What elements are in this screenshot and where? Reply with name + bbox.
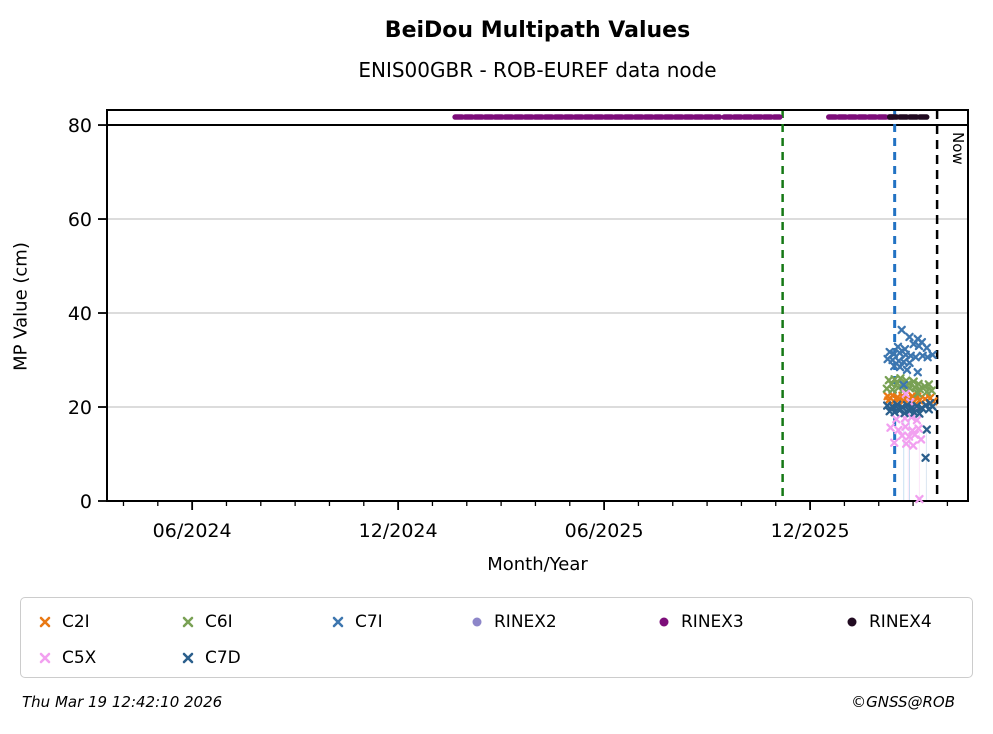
data-point bbox=[905, 332, 914, 342]
y-tick-label: 80 bbox=[68, 115, 92, 137]
data-point bbox=[912, 415, 922, 425]
data-point bbox=[922, 425, 932, 434]
legend-label: C6I bbox=[205, 612, 233, 632]
data-point bbox=[895, 406, 904, 415]
x-tick-label: 06/2025 bbox=[565, 520, 644, 542]
data-point bbox=[922, 387, 932, 397]
chart-canvas: Now 06/2024 12/2024 06/2025 12/2025 0 20 40 60 80 bbox=[68, 109, 969, 542]
y-axis-label: MP Value (cm) bbox=[10, 242, 32, 371]
y-tick-label: 20 bbox=[68, 397, 92, 419]
plot-timestamp: Thu Mar 19 12:42:10 2026 bbox=[22, 693, 223, 711]
data-point bbox=[907, 413, 916, 422]
data-point bbox=[899, 380, 908, 390]
legend-item-c7d: C7D bbox=[180, 645, 241, 671]
c7d-marker-icon bbox=[182, 652, 194, 664]
data-point bbox=[914, 341, 924, 351]
data-point bbox=[902, 365, 912, 375]
rinex3-marker-icon bbox=[659, 617, 669, 627]
legend-label: C2I bbox=[62, 612, 90, 632]
y-tick-label: 0 bbox=[80, 491, 92, 513]
x-tick-label: 06/2024 bbox=[153, 520, 232, 542]
data-point bbox=[915, 409, 924, 418]
data-point bbox=[901, 389, 911, 399]
data-point bbox=[902, 400, 912, 410]
data-point bbox=[924, 405, 934, 414]
c2i-marker-icon bbox=[39, 616, 51, 628]
legend-box: C2I C6I C7I RINEX2 RINEX3 RINEX4 C5X C7D bbox=[20, 597, 973, 678]
data-point bbox=[901, 422, 910, 431]
data-point bbox=[914, 424, 923, 433]
legend-label: C7D bbox=[205, 648, 241, 668]
c5x-marker-icon bbox=[39, 652, 51, 664]
data-point bbox=[915, 384, 925, 394]
data-point bbox=[908, 426, 917, 435]
rinex2-marker-icon bbox=[472, 617, 482, 627]
data-point bbox=[894, 425, 903, 435]
c7i-marker-icon bbox=[332, 616, 344, 628]
data-point bbox=[921, 453, 930, 463]
scatter-series-c7i bbox=[883, 325, 937, 390]
legend-item-rinex3: RINEX3 bbox=[656, 609, 744, 635]
c6i-marker-icon bbox=[182, 616, 194, 628]
data-point bbox=[924, 380, 934, 389]
data-point bbox=[916, 435, 926, 444]
legend-label: C7I bbox=[355, 612, 383, 632]
data-point bbox=[905, 358, 914, 368]
y-tick-label: 60 bbox=[68, 209, 92, 231]
legend-label: RINEX4 bbox=[869, 612, 932, 632]
data-point bbox=[885, 347, 894, 357]
copyright-credit: ©GNSS@ROB bbox=[851, 693, 955, 711]
data-point bbox=[913, 367, 922, 377]
legend-label: RINEX3 bbox=[681, 612, 744, 632]
legend-label: C5X bbox=[62, 648, 97, 668]
data-point bbox=[895, 348, 904, 358]
now-label: Now bbox=[949, 132, 967, 165]
data-point bbox=[890, 438, 899, 447]
data-point bbox=[928, 350, 937, 360]
scatter-series-c6i bbox=[882, 374, 936, 398]
data-point bbox=[897, 431, 907, 440]
legend-item-rinex2: RINEX2 bbox=[469, 609, 557, 635]
legend-label: RINEX2 bbox=[494, 612, 557, 632]
data-point bbox=[923, 352, 932, 362]
data-point bbox=[915, 494, 924, 504]
legend-item-c5x: C5X bbox=[37, 645, 96, 671]
legend-item-c2i: C2I bbox=[37, 609, 90, 635]
x-tick-label: 12/2024 bbox=[359, 520, 438, 542]
scatter-series-c7d bbox=[883, 399, 937, 463]
data-point bbox=[892, 400, 902, 409]
x-axis-label: Month/Year bbox=[487, 554, 588, 575]
data-point bbox=[895, 362, 905, 372]
page-title: BeiDou Multipath Values bbox=[384, 18, 691, 43]
data-point bbox=[913, 389, 922, 398]
legend-item-c6i: C6I bbox=[180, 609, 233, 635]
page-subtitle: ENIS00GBR - ROB-EUREF data node bbox=[358, 58, 717, 82]
rinex4-marker-icon bbox=[847, 617, 857, 627]
data-point bbox=[892, 414, 901, 424]
data-point bbox=[901, 439, 911, 448]
data-point bbox=[900, 408, 909, 418]
scatter-series-c5x bbox=[886, 389, 926, 504]
data-point bbox=[922, 343, 932, 353]
legend-item-rinex4: RINEX4 bbox=[844, 609, 932, 635]
data-point bbox=[886, 423, 895, 432]
y-tick-label: 40 bbox=[68, 303, 92, 325]
data-point bbox=[908, 441, 918, 450]
x-tick-label: 12/2025 bbox=[771, 520, 850, 542]
legend-item-c7i: C7I bbox=[330, 609, 383, 635]
plot-border bbox=[106, 109, 969, 502]
data-point bbox=[897, 325, 906, 335]
